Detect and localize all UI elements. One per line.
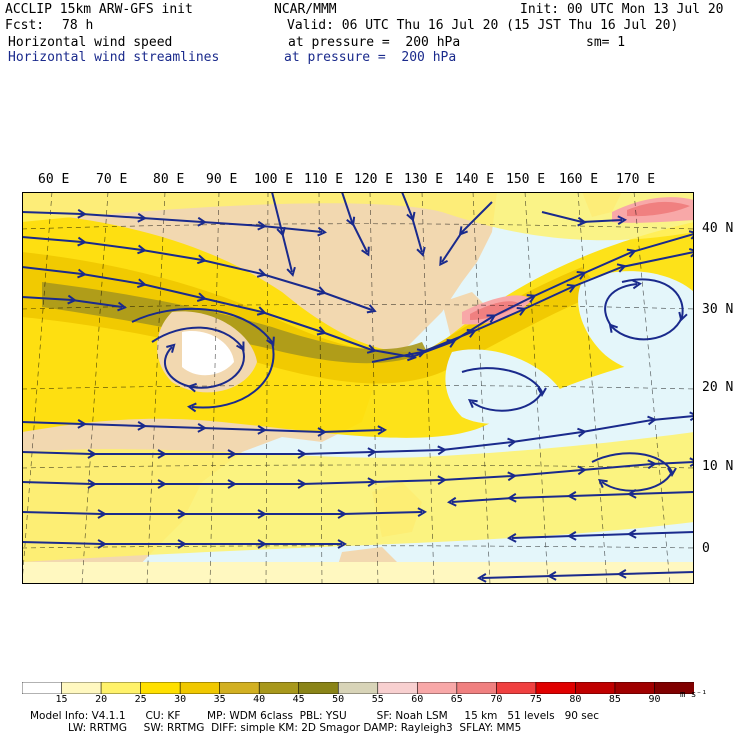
lon-label: 90 E xyxy=(206,172,238,187)
field2-level: at pressure = 200 hPa xyxy=(284,50,457,65)
init-time: Init: 00 UTC Mon 13 Jul 20 xyxy=(520,2,724,17)
colorbar-label: 45 xyxy=(292,694,305,705)
plot-title: ACCLIP 15km ARW-GFS init xyxy=(5,2,193,17)
streamlines xyxy=(22,192,694,583)
lon-label: 70 E xyxy=(96,172,128,187)
lon-label: 100 E xyxy=(254,172,294,187)
colorbar-swatch xyxy=(179,682,221,694)
model-info-line1: Model Info: V4.1.1 CU: KF MP: WDM 6class… xyxy=(30,710,599,722)
colorbar-swatch xyxy=(61,682,102,694)
lon-label: 80 E xyxy=(153,172,185,187)
colorbar-swatch xyxy=(614,682,656,694)
colorbar-swatch xyxy=(535,682,577,694)
colorbar-label: 30 xyxy=(174,694,187,705)
colorbar-label: 90 xyxy=(648,694,661,705)
colorbar-swatch xyxy=(377,682,419,694)
colorbar-label: 85 xyxy=(608,694,621,705)
colorbar-label: 65 xyxy=(450,694,463,705)
lat-label: 30 N xyxy=(702,302,734,317)
lon-label: 110 E xyxy=(304,172,344,187)
lon-label: 170 E xyxy=(616,172,656,187)
lat-label: 0 xyxy=(702,541,710,556)
colorbar-label: 70 xyxy=(490,694,503,705)
colorbar-label: 20 xyxy=(95,694,108,705)
forecast-label: Fcst: xyxy=(5,18,45,33)
lat-label: 20 N xyxy=(702,380,734,395)
field1-name: Horizontal wind speed xyxy=(8,35,173,50)
colorbar-swatch xyxy=(575,682,616,694)
colorbar-label: 80 xyxy=(569,694,582,705)
colorbar-label: 60 xyxy=(411,694,424,705)
colorbar-swatch xyxy=(496,682,537,694)
field2-name: Horizontal wind streamlines xyxy=(8,50,220,65)
model-info-line2: LW: RRTMG SW: RRTMG DIFF: simple KM: 2D … xyxy=(68,722,522,734)
colorbar-swatch xyxy=(219,682,260,694)
institution-label: NCAR/MMM xyxy=(274,2,337,17)
colorbar xyxy=(22,682,694,694)
field1-level: at pressure = 200 hPa xyxy=(288,35,461,50)
lon-label: 160 E xyxy=(559,172,599,187)
colorbar-label: 50 xyxy=(332,694,345,705)
lon-label: 120 E xyxy=(354,172,394,187)
lon-label: 150 E xyxy=(506,172,546,187)
colorbar-label: 15 xyxy=(55,694,68,705)
colorbar-label: 35 xyxy=(213,694,226,705)
colorbar-label: 40 xyxy=(253,694,266,705)
colorbar-label: 75 xyxy=(529,694,542,705)
colorbar-label: 55 xyxy=(371,694,384,705)
colorbar-swatch xyxy=(654,682,694,694)
lon-label: 130 E xyxy=(404,172,444,187)
colorbar-swatch xyxy=(140,682,181,694)
colorbar-swatch xyxy=(298,682,340,694)
colorbar-swatch xyxy=(100,682,142,694)
smoothing-label: sm= 1 xyxy=(586,35,626,50)
map-frame xyxy=(22,192,694,584)
lon-label: 140 E xyxy=(455,172,495,187)
colorbar-swatch xyxy=(416,682,458,694)
lon-label: 60 E xyxy=(38,172,70,187)
colorbar-unit: m s⁻¹ xyxy=(680,690,708,700)
colorbar-swatch xyxy=(258,682,300,694)
valid-time: Valid: 06 UTC Thu 16 Jul 20 (15 JST Thu … xyxy=(287,18,679,33)
forecast-hour: 78 h xyxy=(62,18,94,33)
lat-label: 40 N xyxy=(702,221,734,236)
colorbar-swatch xyxy=(337,682,379,694)
colorbar-swatch xyxy=(456,682,498,694)
colorbar-swatch xyxy=(22,682,63,694)
colorbar-label: 25 xyxy=(134,694,147,705)
wind-map xyxy=(22,192,694,584)
lat-label: 10 N xyxy=(702,459,734,474)
